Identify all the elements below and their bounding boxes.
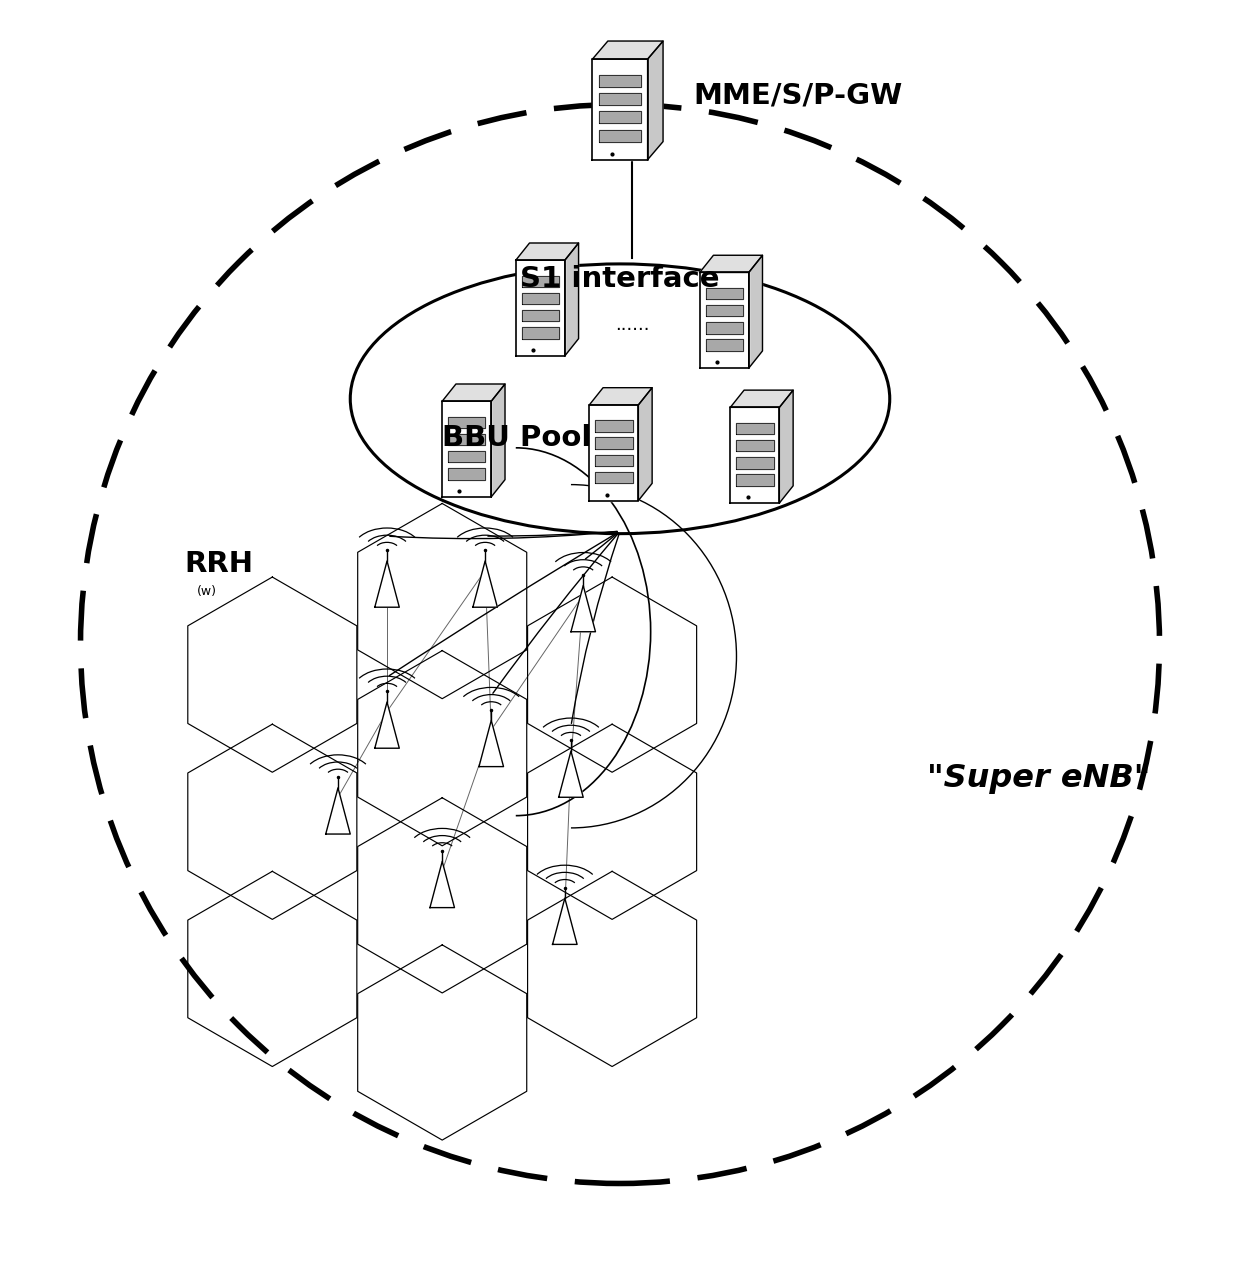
Polygon shape [699,273,749,368]
Polygon shape [749,255,763,368]
Polygon shape [430,862,455,908]
Polygon shape [553,898,577,944]
Polygon shape [522,292,559,304]
Polygon shape [593,59,647,160]
Polygon shape [706,340,743,350]
Polygon shape [706,287,743,299]
Polygon shape [737,457,774,469]
Text: MME/S/P-GW: MME/S/P-GW [693,82,903,109]
Polygon shape [599,112,641,124]
Polygon shape [559,751,583,797]
Polygon shape [491,384,505,497]
Text: S1 interface: S1 interface [521,264,719,292]
Polygon shape [443,402,491,497]
Polygon shape [593,41,663,59]
Polygon shape [522,310,559,322]
Polygon shape [737,474,774,486]
Polygon shape [595,420,632,431]
Ellipse shape [350,264,890,533]
Polygon shape [699,255,763,273]
Polygon shape [730,407,780,504]
Polygon shape [599,75,641,88]
Polygon shape [599,130,641,142]
Polygon shape [647,41,663,160]
Polygon shape [479,720,503,766]
Polygon shape [706,322,743,334]
Polygon shape [326,788,350,835]
Polygon shape [595,438,632,450]
Polygon shape [448,451,485,462]
Polygon shape [448,434,485,446]
Polygon shape [374,702,399,748]
Polygon shape [448,468,485,479]
Text: ......: ...... [615,317,650,334]
Polygon shape [570,586,595,631]
Polygon shape [737,422,774,434]
Polygon shape [595,471,632,483]
Polygon shape [706,305,743,317]
Polygon shape [589,404,639,501]
Polygon shape [780,390,794,504]
Text: "Super eNB": "Super eNB" [926,764,1149,795]
Polygon shape [589,388,652,404]
Polygon shape [516,260,565,355]
Polygon shape [599,93,641,106]
Polygon shape [565,243,579,355]
Polygon shape [448,416,485,428]
Text: BBU Pool: BBU Pool [443,424,591,452]
Polygon shape [522,327,559,339]
Polygon shape [516,243,579,260]
Polygon shape [737,440,774,451]
Polygon shape [522,276,559,287]
Polygon shape [443,384,505,402]
Text: RRH: RRH [185,550,254,578]
Polygon shape [595,455,632,466]
Polygon shape [472,562,497,607]
Polygon shape [374,562,399,607]
Polygon shape [639,388,652,501]
Text: (w): (w) [197,585,217,598]
Polygon shape [730,390,794,407]
